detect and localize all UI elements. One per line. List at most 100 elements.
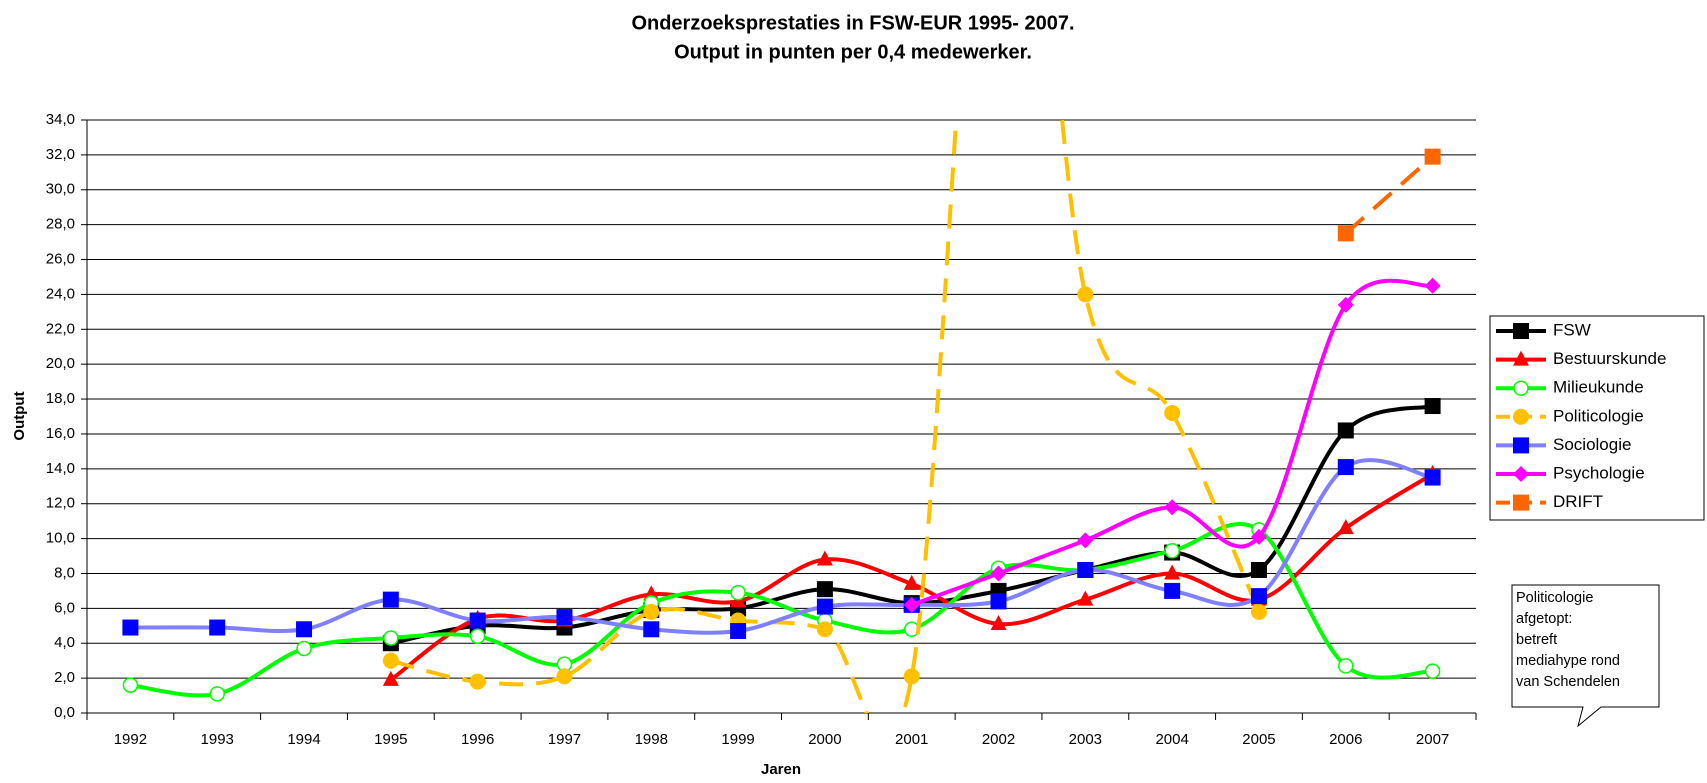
marker [730, 623, 747, 640]
y-tick-label: 26,0 [46, 250, 75, 267]
marker [1513, 437, 1529, 454]
marker [1250, 588, 1267, 605]
chart-subtitle: Output in punten per 0,4 medewerker. [674, 41, 1032, 63]
marker [903, 574, 920, 590]
marker [209, 619, 226, 636]
y-tick-label: 20,0 [46, 355, 75, 372]
y-tick-label: 34,0 [46, 111, 75, 128]
marker [296, 621, 313, 638]
x-tick-label: 2006 [1329, 731, 1362, 748]
series-line [130, 522, 1433, 698]
marker [556, 668, 573, 685]
annotation-text: afgetopt: [1516, 611, 1572, 627]
x-tick-label: 2007 [1416, 731, 1449, 748]
x-tick-label: 1998 [635, 731, 668, 748]
marker [816, 550, 833, 566]
legend-label: Politicologie [1553, 406, 1644, 425]
marker [1424, 277, 1441, 294]
x-tick-label: 1996 [461, 731, 494, 748]
y-tick-label: 22,0 [46, 320, 75, 337]
marker [1337, 519, 1354, 535]
y-tick-label: 30,0 [46, 181, 75, 198]
marker [816, 581, 833, 598]
x-tick-label: 1999 [721, 731, 754, 748]
y-tick-label: 2,0 [54, 669, 75, 686]
marker [990, 593, 1007, 610]
marker [122, 619, 139, 636]
marker [816, 598, 833, 615]
marker [643, 621, 660, 638]
y-tick-label: 32,0 [46, 146, 75, 163]
marker [1250, 528, 1267, 545]
marker [990, 615, 1007, 631]
x-tick-label: 1997 [548, 731, 581, 748]
x-tick-label: 2004 [1155, 731, 1188, 748]
marker [1164, 543, 1180, 559]
marker [1164, 582, 1181, 599]
marker [730, 584, 746, 601]
marker [1424, 663, 1441, 679]
y-tick-label: 10,0 [46, 530, 75, 547]
marker [1424, 469, 1441, 486]
annotation-text: van Schendelen [1516, 674, 1620, 690]
marker [903, 596, 920, 613]
x-tick-label: 2003 [1069, 731, 1102, 748]
legend-label: Milieukunde [1553, 378, 1644, 397]
marker [382, 591, 399, 608]
marker [1337, 422, 1354, 439]
marker [469, 673, 486, 690]
marker [209, 686, 225, 702]
legend-label: Bestuurskunde [1553, 349, 1666, 368]
x-tick-label: 2002 [982, 731, 1015, 748]
y-tick-label: 18,0 [46, 390, 75, 407]
marker [1513, 494, 1529, 511]
legend-label: Psychologie [1553, 463, 1645, 482]
y-tick-label: 4,0 [54, 634, 75, 651]
marker [382, 670, 399, 686]
marker [1250, 561, 1267, 578]
x-tick-label: 1994 [287, 731, 320, 748]
legend-label: DRIFT [1553, 492, 1603, 511]
marker [1164, 405, 1181, 422]
series-line [1344, 155, 1434, 235]
marker [643, 603, 660, 620]
marker [1513, 408, 1529, 425]
plot-area [122, 120, 1441, 713]
legend-label: FSW [1553, 320, 1591, 339]
marker [1077, 286, 1094, 303]
marker [382, 652, 399, 669]
x-tick-label: 1992 [114, 731, 147, 748]
marker [296, 640, 312, 657]
series-line [390, 120, 1261, 713]
y-tick-label: 12,0 [46, 495, 75, 512]
marker [469, 612, 486, 629]
y-tick-label: 16,0 [46, 425, 75, 442]
marker [1338, 658, 1354, 674]
annotation-callout [1511, 584, 1660, 728]
marker [816, 621, 833, 638]
annotation-text: mediahype rond [1516, 653, 1620, 669]
marker [1077, 561, 1094, 578]
x-tick-label: 1993 [201, 731, 234, 748]
chart-title: Onderzoeksprestaties in FSW-EUR 1995- 20… [631, 12, 1074, 34]
marker [1250, 603, 1267, 620]
marker [1077, 590, 1094, 606]
marker [903, 668, 920, 685]
marker [1164, 499, 1181, 516]
y-axis-title: Output [11, 391, 28, 440]
marker [1337, 459, 1354, 476]
x-tick-label: 2005 [1242, 731, 1275, 748]
marker [1424, 148, 1441, 165]
y-tick-label: 24,0 [46, 285, 75, 302]
marker [1513, 350, 1529, 366]
y-tick-label: 8,0 [54, 564, 75, 581]
y-tick-label: 6,0 [54, 599, 75, 616]
annotation-text: betreft [1516, 632, 1557, 648]
marker [1337, 296, 1354, 313]
marker [383, 630, 399, 646]
x-tick-label: 2000 [808, 731, 841, 748]
x-tick-label: 1995 [374, 731, 407, 748]
legend-label: Sociologie [1553, 435, 1631, 454]
